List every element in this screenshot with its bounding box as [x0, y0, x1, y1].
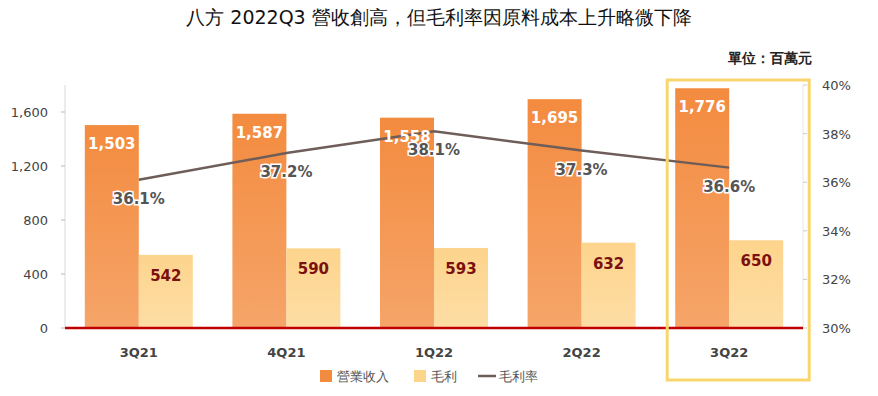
bar-label: 632 — [593, 255, 624, 273]
bar-label: 1,503 — [88, 135, 135, 153]
legend-label: 毛利 — [431, 369, 457, 384]
bar-label: 1,776 — [678, 98, 725, 116]
line-label: 38.1% — [408, 141, 460, 159]
bar-label: 650 — [741, 252, 772, 270]
x-tick-label: 1Q22 — [415, 345, 453, 360]
legend-label: 毛利率 — [499, 369, 538, 384]
y2-tick — [803, 85, 807, 86]
line-label: 36.6% — [703, 178, 755, 196]
subtitle: 單位：百萬元 — [727, 50, 812, 66]
chart: 八方 2022Q3 營收創高，但毛利率因原料成本上升略微下降單位：百萬元 0 400… — [0, 0, 878, 396]
y-tick — [61, 328, 65, 329]
y2-tick-label: 30% — [822, 321, 851, 336]
y2-tick — [803, 230, 807, 231]
bar-label: 542 — [150, 267, 181, 285]
y2-tick — [803, 182, 807, 183]
legend-swatch — [478, 375, 496, 378]
line — [139, 131, 729, 180]
bar — [139, 255, 193, 328]
y-tick-label: 1,600 — [11, 105, 48, 120]
y-tick — [61, 274, 65, 275]
bar — [286, 248, 340, 328]
y-tick — [61, 220, 65, 221]
bar — [434, 248, 488, 328]
highlight-box — [667, 80, 809, 380]
legend-swatch — [320, 370, 332, 382]
legend-label: 營業收入 — [337, 369, 389, 384]
x-axis-line — [65, 327, 803, 330]
bar-label: 1,695 — [531, 109, 578, 127]
line-label: 37.2% — [260, 163, 312, 181]
y-tick-label: 0 — [40, 321, 48, 336]
x-tick-label: 2Q22 — [563, 345, 601, 360]
data-labels: 1,5031,5871,5581,6951,776542590593632650… — [88, 98, 772, 285]
y2-tick — [803, 279, 807, 280]
y-tick-label: 400 — [23, 267, 48, 282]
y2-tick — [803, 328, 807, 329]
bar — [85, 125, 139, 328]
line-label: 36.1% — [113, 190, 165, 208]
bar-label: 1,587 — [236, 124, 283, 142]
x-tick-label: 3Q22 — [710, 345, 748, 360]
x-tick-label: 4Q21 — [267, 345, 305, 360]
y2-tick — [803, 133, 807, 134]
title: 八方 2022Q3 營收創高，但毛利率因原料成本上升略微下降 — [186, 6, 691, 28]
y2-tick-label: 32% — [822, 272, 851, 287]
y-tick — [61, 166, 65, 167]
y-axis-line — [65, 85, 66, 328]
y2-axis-line — [803, 85, 804, 328]
bar-label: 593 — [445, 260, 476, 278]
y-tick — [61, 112, 65, 113]
y2-tick-label: 40% — [822, 78, 851, 93]
bar — [582, 243, 636, 328]
bar — [232, 114, 286, 328]
x-tick-label: 3Q21 — [120, 345, 158, 360]
marks — [85, 88, 783, 328]
y2-tick-label: 34% — [822, 224, 851, 239]
legend-swatch — [414, 370, 426, 382]
y-tick-label: 800 — [23, 213, 48, 228]
line-label: 37.3% — [556, 161, 608, 179]
y2-tick-label: 36% — [822, 175, 851, 190]
bar — [675, 88, 729, 328]
y2-tick-label: 38% — [822, 127, 851, 142]
y-tick-label: 1,200 — [11, 159, 48, 174]
bar — [528, 99, 582, 328]
legend: 營業收入 毛利 毛利率 — [320, 369, 538, 384]
bar — [729, 240, 783, 328]
bar-label: 590 — [298, 260, 329, 278]
